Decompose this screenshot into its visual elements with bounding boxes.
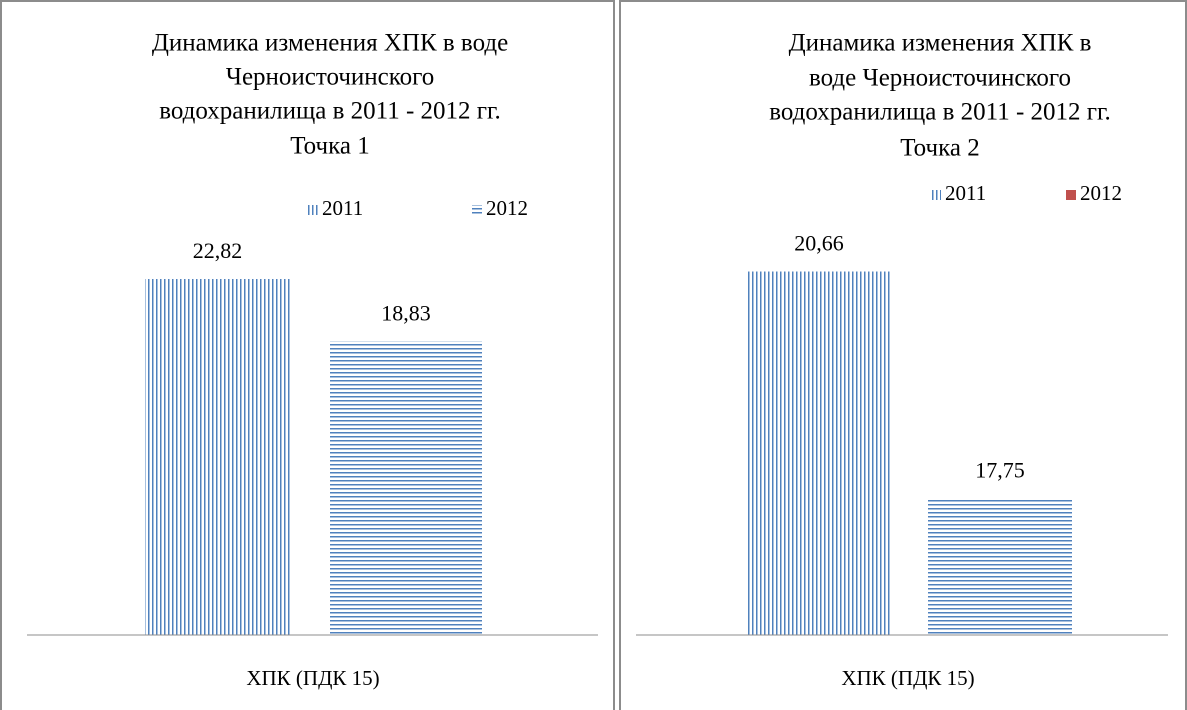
chart-title: Динамика изменения ХПК в воде bbox=[152, 30, 508, 57]
chart-title: Точка 2 bbox=[900, 135, 979, 162]
bar bbox=[928, 498, 1072, 635]
legend-swatch bbox=[308, 205, 318, 215]
legend-swatch bbox=[472, 205, 482, 215]
data-label: 20,66 bbox=[794, 231, 844, 256]
chart-title: Точка 1 bbox=[290, 133, 369, 160]
chart-title: воде Черноисточинского bbox=[809, 65, 1071, 92]
legend-label: 2012 bbox=[1080, 181, 1122, 205]
chart-title: Динамика изменения ХПК в bbox=[789, 30, 1092, 57]
legend-label: 2011 bbox=[945, 181, 986, 205]
chart-title: водохранилища в 2011 - 2012 гг. bbox=[769, 99, 1110, 126]
x-tick-label: ХПК (ПДК 15) bbox=[246, 666, 379, 690]
legend-label: 2011 bbox=[322, 196, 363, 220]
x-tick-label: ХПК (ПДК 15) bbox=[841, 666, 974, 690]
bar bbox=[145, 279, 290, 635]
data-label: 22,82 bbox=[193, 238, 243, 263]
chart-title: водохранилища в 2011 - 2012 гг. bbox=[159, 98, 500, 125]
data-label: 18,83 bbox=[381, 300, 431, 325]
legend-label: 2012 bbox=[486, 196, 528, 220]
chart-title: Черноисточинского bbox=[226, 64, 435, 91]
panel-border bbox=[619, 0, 1187, 710]
panel-border bbox=[0, 0, 615, 710]
data-label: 17,75 bbox=[975, 458, 1025, 483]
legend-swatch bbox=[931, 190, 941, 200]
legend-swatch bbox=[1066, 190, 1076, 200]
bar bbox=[330, 341, 482, 635]
bar bbox=[748, 271, 890, 635]
